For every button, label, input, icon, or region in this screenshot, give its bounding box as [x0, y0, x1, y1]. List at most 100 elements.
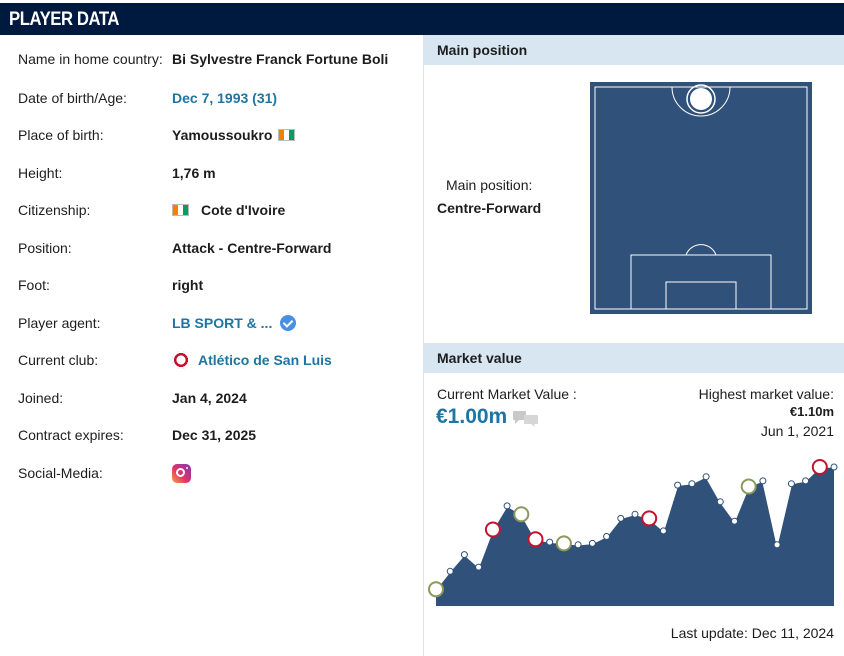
info-label: Name in home country:: [18, 51, 163, 67]
club-transfer-icon[interactable]: [527, 531, 544, 548]
info-label: Position:: [18, 240, 72, 256]
info-value: right: [172, 277, 204, 293]
info-row-citizenship: Citizenship: Cote d'Ivoire: [18, 199, 285, 221]
highest-value: €1.10m: [789, 404, 834, 419]
club-transfer-icon[interactable]: [428, 581, 444, 598]
main-position-label: Main position:: [446, 177, 533, 193]
info-value: Bi Sylvestre Franck Fortune Boli: [172, 51, 389, 67]
position-marker: [690, 88, 712, 110]
market-value-point[interactable]: [759, 477, 767, 485]
market-value-point[interactable]: [716, 498, 724, 506]
highest-value-label: Highest market value:: [698, 386, 834, 402]
info-label: Player agent:: [18, 315, 101, 331]
club-transfer-icon[interactable]: [484, 521, 501, 538]
info-label: Height:: [18, 165, 63, 181]
citizenship-text: Cote d'Ivoire: [201, 202, 286, 218]
info-row-place: Place of birth: Yamoussoukro: [18, 124, 296, 146]
current-value-label: Current Market Value :: [437, 386, 577, 402]
club-transfer-icon[interactable]: [811, 459, 828, 475]
info-row-foot: Foot: right: [18, 274, 203, 296]
info-value: 1,76 m: [172, 165, 216, 181]
info-value: Yamoussoukro: [172, 127, 296, 143]
info-row-agent: Player agent: LB SPORT & ...: [18, 312, 297, 334]
market-value-point[interactable]: [731, 517, 738, 525]
market-value-point[interactable]: [659, 527, 667, 535]
info-value: Attack - Centre-Forward: [172, 240, 332, 256]
cote-divoire-flag-icon: [172, 204, 189, 216]
info-label: Citizenship:: [18, 202, 91, 218]
verified-icon: [280, 315, 297, 331]
pitch-lines: [594, 84, 808, 310]
info-label: Place of birth:: [18, 127, 104, 143]
market-value-point[interactable]: [688, 480, 696, 488]
last-update: Last update: Dec 11, 2024: [670, 625, 834, 641]
market-value-point[interactable]: [446, 567, 454, 575]
info-label: Current club:: [18, 352, 99, 368]
market-value-area: [436, 467, 834, 606]
pitch-diagram: [590, 82, 812, 314]
market-value-point[interactable]: [802, 477, 810, 485]
birthdate-link[interactable]: Dec 7, 1993 (31): [172, 90, 278, 106]
market-value-point[interactable]: [588, 539, 596, 547]
info-row-height: Height: 1,76 m: [18, 162, 216, 184]
highest-value-date: Jun 1, 2021: [760, 423, 834, 439]
penalty-arc: [685, 244, 717, 256]
market-value-svg: [428, 459, 838, 606]
info-row-joined: Joined: Jan 4, 2024: [18, 387, 247, 409]
pitch-outline: [594, 86, 808, 310]
goal-box: [665, 281, 737, 310]
info-row-contract: Contract expires: Dec 31, 2025: [18, 424, 256, 446]
market-value-chart[interactable]: [424, 455, 844, 615]
market-value-point[interactable]: [546, 538, 554, 546]
info-value: Jan 4, 2024: [172, 390, 247, 406]
info-label: Date of birth/Age:: [18, 90, 127, 106]
info-row-birth: Date of birth/Age: Dec 7, 1993 (31): [18, 87, 277, 109]
info-value: Cote d'Ivoire: [172, 202, 285, 218]
info-label: Foot:: [18, 277, 50, 293]
column-divider: [423, 35, 424, 656]
market-value-point[interactable]: [574, 541, 582, 549]
info-row-position: Position: Attack - Centre-Forward: [18, 237, 331, 259]
market-value-point[interactable]: [830, 463, 838, 471]
section-title: PLAYER DATA: [9, 9, 120, 30]
info-value: Dec 31, 2025: [172, 427, 257, 443]
club-crest-icon: [172, 351, 190, 369]
current-value: €1.00m: [436, 405, 539, 429]
place-text: Yamoussoukro: [172, 127, 273, 143]
club-transfer-icon[interactable]: [740, 478, 757, 495]
cote-divoire-flag-icon: [278, 129, 296, 141]
market-value-point[interactable]: [460, 551, 468, 559]
info-row-name: Name in home country: Bi Sylvestre Franc…: [18, 48, 388, 70]
info-label: Social-Media:: [18, 465, 103, 481]
market-value-point[interactable]: [603, 533, 611, 540]
club-text: Atlético de San Luis: [198, 352, 332, 368]
club-transfer-icon[interactable]: [513, 506, 530, 523]
market-value-point[interactable]: [787, 480, 795, 488]
instagram-icon[interactable]: [172, 463, 191, 483]
market-value-point[interactable]: [773, 541, 781, 549]
club-link[interactable]: Atlético de San Luis: [172, 351, 332, 369]
agent-link[interactable]: LB SPORT & ...: [172, 315, 297, 331]
comments-icon[interactable]: [513, 409, 539, 427]
club-transfer-icon[interactable]: [555, 535, 572, 552]
market-value-point[interactable]: [503, 502, 511, 510]
info-label: Joined:: [18, 390, 64, 406]
market-value-heading: Market value: [424, 343, 844, 373]
centre-arc: [671, 86, 731, 117]
agent-text: LB SPORT & ...: [172, 315, 273, 331]
info-value: [172, 463, 191, 483]
main-position-heading: Main position: [424, 35, 844, 65]
position-marker-ring: [686, 84, 716, 114]
market-value-point[interactable]: [674, 481, 682, 489]
market-value-point[interactable]: [631, 510, 639, 518]
market-value-point[interactable]: [617, 514, 625, 522]
club-transfer-icon[interactable]: [641, 510, 658, 527]
market-value-point[interactable]: [475, 563, 483, 571]
info-label: Contract expires:: [18, 427, 124, 443]
market-value-point[interactable]: [702, 473, 710, 481]
main-position-value: Centre-Forward: [437, 200, 542, 216]
player-data-panel: Name in home country: Bi Sylvestre Franc…: [0, 35, 423, 656]
info-row-club: Current club: Atlético de San Luis: [18, 349, 332, 371]
info-row-social: Social-Media:: [18, 462, 191, 484]
current-value-text: €1.00m: [436, 405, 508, 428]
